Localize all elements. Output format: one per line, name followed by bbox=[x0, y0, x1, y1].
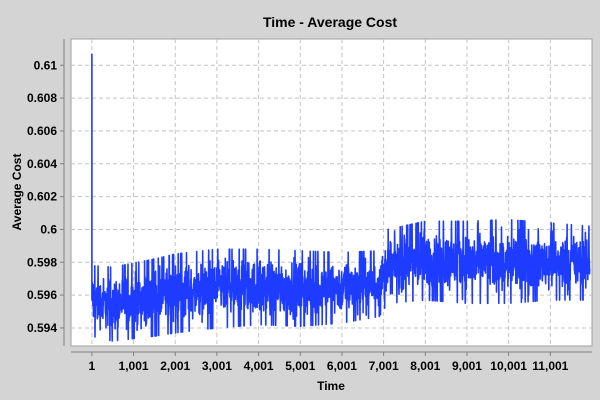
x-tick-label: 8,001 bbox=[410, 359, 440, 373]
y-tick-label: 0.608 bbox=[27, 91, 57, 105]
x-tick-label: 4,001 bbox=[244, 359, 274, 373]
data-series bbox=[91, 53, 591, 342]
y-axis-label: Average Cost bbox=[10, 154, 24, 231]
x-axis-ticks: 1 1,001 2,001 3,001 4,001 5,001 6,001 7,001 8,00… bbox=[89, 352, 569, 373]
y-tick-label: 0.602 bbox=[27, 190, 57, 204]
x-axis-label: Time bbox=[317, 379, 345, 393]
y-tick-label: 0.596 bbox=[27, 288, 57, 302]
x-tick-label: 10,001 bbox=[490, 359, 527, 373]
x-tick-label: 11,001 bbox=[532, 359, 568, 373]
chart-title: Time - Average Cost bbox=[263, 14, 397, 30]
average-cost-series bbox=[91, 53, 591, 342]
x-tick-label: 7,001 bbox=[369, 359, 399, 373]
y-tick-label: 0.594 bbox=[27, 321, 57, 335]
y-axis-ticks: 0.594 0.596 0.598 0.6 0.602 0.604 0.606 0.608 0.… bbox=[27, 58, 64, 335]
x-tick-label: 1,001 bbox=[119, 359, 149, 373]
x-tick-label: 3,001 bbox=[202, 359, 232, 373]
x-tick-label: 5,001 bbox=[285, 359, 315, 373]
x-tick-label: 9,001 bbox=[452, 359, 482, 373]
x-tick-label: 6,001 bbox=[327, 359, 357, 373]
x-tick-label: 2,001 bbox=[160, 359, 190, 373]
y-tick-label: 0.604 bbox=[27, 157, 57, 171]
y-tick-label: 0.598 bbox=[27, 255, 57, 269]
y-tick-label: 0.606 bbox=[27, 124, 57, 138]
y-tick-label: 0.61 bbox=[34, 58, 58, 72]
y-tick-label: 0.6 bbox=[40, 222, 57, 236]
x-tick-label: 1 bbox=[89, 359, 96, 373]
